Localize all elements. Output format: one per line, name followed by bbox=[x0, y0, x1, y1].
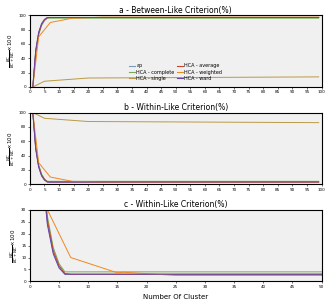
Legend: ap, HCA - complete, HCA - single, HCA - average, HCA - weighted, HCA - ward: ap, HCA - complete, HCA - single, HCA - … bbox=[127, 61, 224, 83]
Title: b - Within-Like Criterion(%): b - Within-Like Criterion(%) bbox=[123, 103, 228, 112]
Y-axis label: $\frac{WC}{BC+WC}\!\times\!100$: $\frac{WC}{BC+WC}\!\times\!100$ bbox=[8, 228, 20, 263]
Title: c - Within-Like Criterion(%): c - Within-Like Criterion(%) bbox=[124, 200, 227, 209]
Title: a - Between-Like Criterion(%): a - Between-Like Criterion(%) bbox=[119, 6, 232, 15]
Y-axis label: $\frac{BC}{BC+WC}\!\times\!100$: $\frac{BC}{BC+WC}\!\times\!100$ bbox=[6, 34, 17, 68]
Y-axis label: $\frac{WC}{BC+WC}\!\times\!100$: $\frac{WC}{BC+WC}\!\times\!100$ bbox=[6, 131, 17, 166]
X-axis label: Number Of Cluster: Number Of Cluster bbox=[143, 294, 208, 300]
